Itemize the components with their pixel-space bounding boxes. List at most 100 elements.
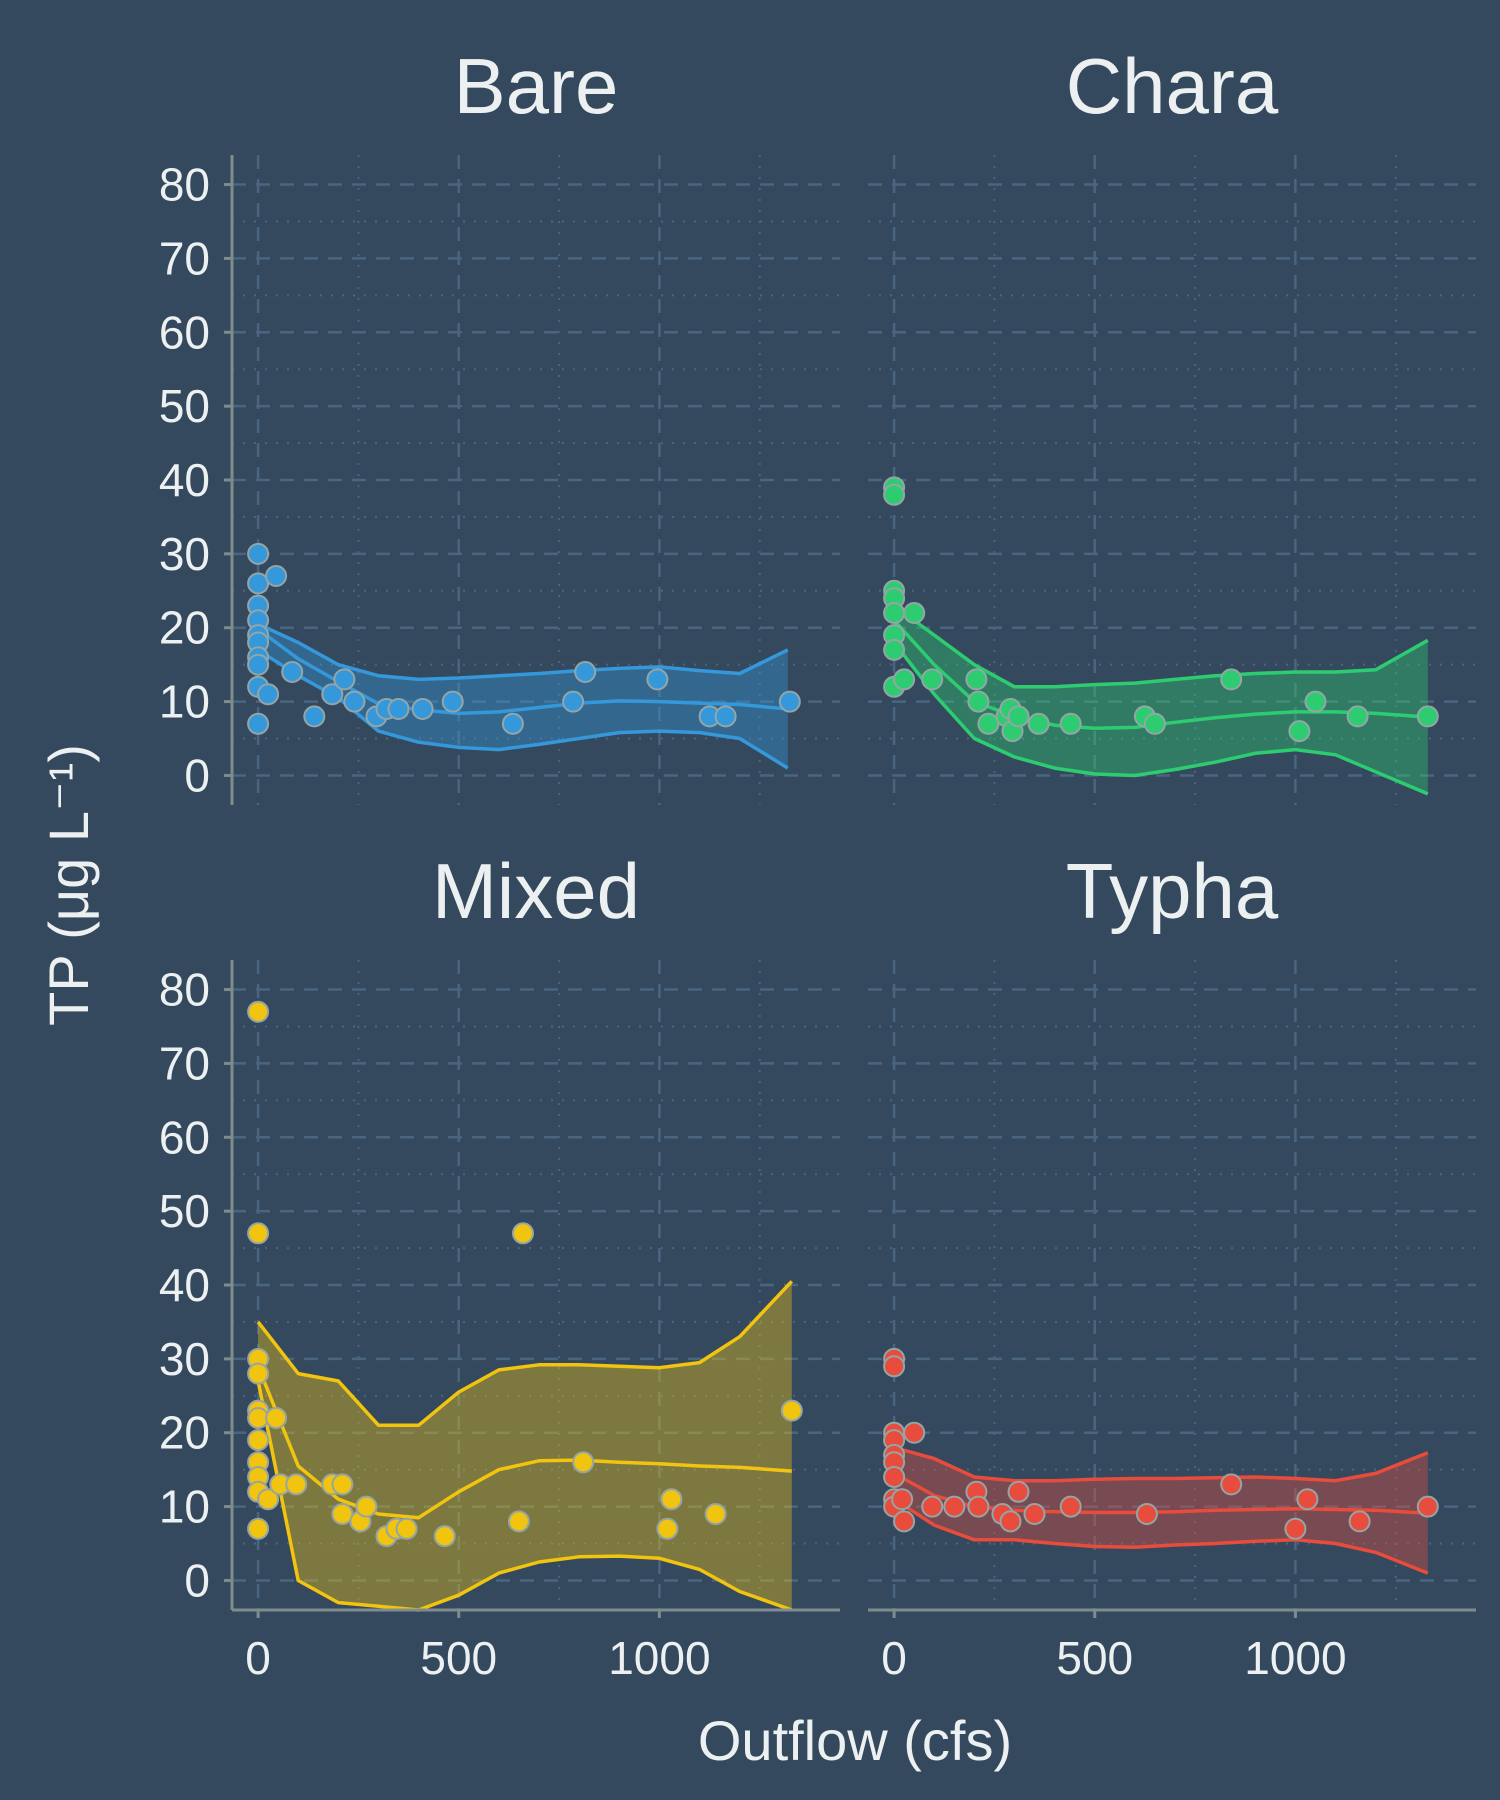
chara-ci-upper-line <box>893 604 1429 689</box>
mixed-data-point <box>433 1525 456 1548</box>
bare-data-point <box>646 668 669 691</box>
mixed-data-point <box>247 1517 270 1540</box>
mixed-data-point <box>656 1517 679 1540</box>
bare-data-point <box>247 712 270 735</box>
typha-data-point <box>1135 1503 1158 1525</box>
y-tick-label: 10 <box>159 676 210 728</box>
points-layer <box>247 476 1439 1548</box>
facet-title-typha: Typha <box>1066 847 1279 935</box>
mixed-data-point <box>395 1517 418 1540</box>
mixed-ci-lower-line <box>256 1380 793 1612</box>
typha-data-point <box>967 1495 990 1518</box>
typha-data-point <box>1220 1473 1243 1496</box>
mixed-confidence-band <box>258 1281 792 1610</box>
typha-data-point <box>999 1510 1022 1533</box>
y-tick-label: 70 <box>159 232 210 284</box>
chara-data-point <box>1304 690 1327 713</box>
typha-data-point <box>1296 1488 1319 1511</box>
chara-ci-lower-line <box>892 641 1429 796</box>
y-tick-label: 10 <box>159 1481 210 1533</box>
y-tick-label: 0 <box>184 1554 210 1606</box>
bare-data-point <box>247 653 270 676</box>
mixed-data-point <box>247 1362 270 1385</box>
x-tick-label: 1000 <box>608 1632 710 1684</box>
y-tick-label: 40 <box>159 454 210 506</box>
bare-data-point <box>574 661 597 683</box>
chara-data-point <box>883 602 906 624</box>
bare-data-point <box>333 668 356 691</box>
y-tick-label: 50 <box>159 1185 210 1237</box>
facet-title-chara: Chara <box>1066 42 1279 130</box>
mixed-data-point <box>572 1451 595 1474</box>
typha-data-point <box>1284 1517 1307 1540</box>
mixed-fit-line <box>256 1365 792 1520</box>
y-tick-label: 60 <box>159 306 210 358</box>
axes-layer <box>224 155 1476 1618</box>
mixed-data-point <box>331 1503 354 1525</box>
chara-data-point <box>967 690 990 713</box>
mixed-data-point <box>507 1510 530 1533</box>
mixed-data-point <box>355 1495 378 1518</box>
bare-data-point <box>387 698 410 720</box>
chara-data-point <box>903 602 926 624</box>
typha-data-point <box>891 1488 914 1511</box>
chara-data-point <box>977 712 1000 735</box>
bare-ci-upper-line <box>257 622 789 682</box>
mixed-data-point <box>247 1000 270 1023</box>
x-tick-label: 0 <box>881 1632 907 1684</box>
grid-layer <box>232 155 1476 1610</box>
mixed-ci-upper-line <box>256 1280 794 1428</box>
mixed-data-point <box>247 1222 270 1245</box>
chara-data-point <box>965 668 988 691</box>
chara-data-point <box>893 668 916 691</box>
chara-data-point <box>1346 705 1369 728</box>
bare-data-point <box>441 690 464 713</box>
y-tick-label: 20 <box>159 1407 210 1459</box>
labels-layer: Bare 0 10 20 30 40 50 60 70 80 Chara Mixed 0 10 20 30 40… <box>159 42 1347 1684</box>
y-tick-label: 50 <box>159 380 210 432</box>
chara-data-point <box>1007 705 1030 728</box>
y-tick-label: 30 <box>159 528 210 580</box>
bare-confidence-band <box>258 624 788 769</box>
chara-data-point <box>883 638 906 661</box>
mixed-data-point <box>704 1503 727 1525</box>
bare-data-point <box>411 698 434 720</box>
chara-data-point <box>1059 712 1082 735</box>
y-tick-label: 0 <box>184 749 210 801</box>
chara-data-point <box>1416 705 1439 728</box>
y-tick-label: 80 <box>159 964 210 1016</box>
chara-data-point <box>1027 712 1050 735</box>
chara-data-point <box>921 668 944 691</box>
mixed-data-point <box>257 1488 280 1511</box>
mixed-data-point <box>660 1488 683 1511</box>
mixed-data-point <box>285 1473 308 1496</box>
bare-data-point <box>303 705 326 728</box>
y-tick-label: 70 <box>159 1037 210 1089</box>
typha-ci-upper-line <box>893 1445 1429 1483</box>
typha-data-point <box>943 1495 966 1518</box>
typha-data-point <box>1348 1510 1371 1533</box>
typha-data-point <box>883 1355 906 1378</box>
y-axis-title: TP (μg L⁻¹) <box>37 744 100 1026</box>
x-tick-label: 0 <box>245 1632 271 1684</box>
chara-data-point <box>1143 712 1166 735</box>
typha-data-point <box>893 1510 916 1533</box>
bare-data-point <box>343 690 366 713</box>
facet-title-bare: Bare <box>454 42 619 130</box>
bare-data-point <box>501 712 524 735</box>
bare-data-point <box>321 683 344 706</box>
bare-data-point <box>778 690 801 713</box>
confidence-bands-layer <box>258 605 1428 1610</box>
facet-title-mixed: Mixed <box>432 847 640 935</box>
typha-data-point <box>1416 1495 1439 1518</box>
bare-data-point <box>714 705 737 728</box>
mixed-data-point <box>265 1407 288 1429</box>
bare-data-point <box>265 565 288 587</box>
typha-data-point <box>1007 1480 1030 1503</box>
x-tick-label: 500 <box>420 1632 497 1684</box>
y-tick-label: 30 <box>159 1333 210 1385</box>
bare-data-point <box>281 661 304 683</box>
y-tick-label: 80 <box>159 159 210 211</box>
x-tick-label: 1000 <box>1244 1632 1346 1684</box>
